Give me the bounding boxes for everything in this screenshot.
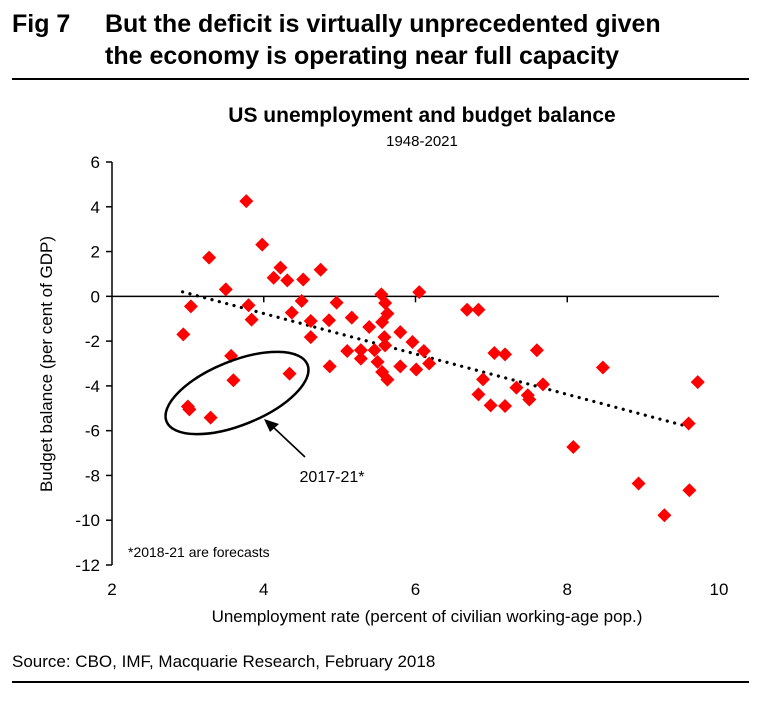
y-tick-label: 2 xyxy=(91,243,100,262)
data-point xyxy=(370,354,385,369)
data-point xyxy=(282,366,297,381)
data-point xyxy=(367,343,382,358)
data-point xyxy=(412,285,427,300)
data-point xyxy=(405,335,420,350)
data-point xyxy=(529,343,544,358)
y-tick-label: -8 xyxy=(85,466,100,485)
header-divider xyxy=(12,78,749,80)
y-tick-label: -4 xyxy=(85,377,100,396)
data-point xyxy=(498,347,513,362)
data-point xyxy=(303,330,318,345)
data-point xyxy=(340,343,355,358)
data-point xyxy=(322,313,337,328)
data-point xyxy=(416,343,431,358)
data-point xyxy=(273,260,288,275)
data-point xyxy=(353,343,368,358)
data-point xyxy=(329,295,344,310)
data-point xyxy=(460,302,475,317)
data-point xyxy=(377,330,392,345)
data-point xyxy=(535,377,550,392)
data-point xyxy=(362,320,377,335)
source-note: Source: CBO, IMF, Macquarie Research, Fe… xyxy=(12,652,436,671)
data-point xyxy=(296,272,311,287)
trendline-path xyxy=(180,290,695,430)
y-axis-label: Budget balance (per cent of GDP) xyxy=(37,236,56,492)
data-point xyxy=(393,359,408,374)
data-point xyxy=(378,338,393,353)
highlight-label: 2017-21* xyxy=(300,469,365,486)
x-tick-label: 2 xyxy=(107,580,116,599)
data-point xyxy=(409,362,424,377)
data-point xyxy=(303,313,318,328)
data-point xyxy=(690,375,705,390)
data-point xyxy=(344,310,359,325)
figure-title-line2: the economy is operating near full capac… xyxy=(105,42,620,70)
x-tick-label: 6 xyxy=(411,580,420,599)
data-point xyxy=(483,398,498,413)
data-point xyxy=(353,351,368,366)
x-tick-label: 10 xyxy=(710,580,729,599)
y-tick-label: -6 xyxy=(85,422,100,441)
annotation-arrow-shaft xyxy=(271,425,306,458)
data-point xyxy=(393,325,408,340)
data-point xyxy=(522,392,537,407)
data-point xyxy=(498,399,513,414)
footer-divider xyxy=(12,681,749,683)
data-point xyxy=(313,262,328,277)
data-point xyxy=(183,299,198,314)
data-point xyxy=(657,508,672,523)
data-point xyxy=(322,359,337,374)
x-tick-label: 4 xyxy=(259,580,268,599)
figure-number: Fig 7 xyxy=(12,10,71,38)
data-point xyxy=(294,294,309,309)
data-point xyxy=(226,373,241,388)
data-point xyxy=(284,305,299,320)
data-point xyxy=(595,360,610,375)
data-point xyxy=(176,327,191,342)
figure-title-line1: But the deficit is virtually unprecedent… xyxy=(105,10,661,38)
data-point xyxy=(266,270,281,285)
data-point xyxy=(203,410,218,425)
data-point xyxy=(509,380,524,395)
data-point xyxy=(476,372,491,387)
data-point xyxy=(280,273,295,288)
chart-subtitle: 1948-2021 xyxy=(386,133,458,150)
trendline xyxy=(180,290,695,430)
data-point xyxy=(380,372,395,387)
data-point xyxy=(202,250,217,265)
footnote: *2018-21 are forecasts xyxy=(128,544,270,560)
scatter-chart: US unemployment and budget balance 1948-… xyxy=(37,104,728,626)
data-points xyxy=(176,194,705,523)
data-point xyxy=(375,315,390,330)
data-point xyxy=(471,387,486,402)
figure-title: But the deficit is virtually unprecedent… xyxy=(105,8,745,72)
data-point xyxy=(682,483,697,498)
data-point xyxy=(182,402,197,417)
data-point xyxy=(255,237,270,252)
y-tick-label: -2 xyxy=(85,332,100,351)
y-tick-label: 6 xyxy=(91,153,100,172)
data-point xyxy=(241,298,256,313)
annotation-arrow-head xyxy=(264,419,279,432)
y-tick-label: -12 xyxy=(75,556,100,575)
x-axis-label: Unemployment rate (percent of civilian w… xyxy=(212,607,643,626)
x-tick-label: 8 xyxy=(563,580,572,599)
chart-title: US unemployment and budget balance xyxy=(228,104,615,127)
y-tick-label: -10 xyxy=(75,511,100,530)
highlight-ellipse xyxy=(164,350,310,436)
y-tick-label: 4 xyxy=(91,198,100,217)
y-tick-label: 0 xyxy=(91,287,100,306)
data-point xyxy=(244,312,259,327)
axes: 6 4 2 0 -2 -4 -6 -8 -10 -12 2 4 6 8 10 xyxy=(75,153,728,599)
data-point xyxy=(471,302,486,317)
data-point xyxy=(239,194,254,209)
data-point xyxy=(218,282,233,297)
data-point xyxy=(566,440,581,455)
data-point xyxy=(422,356,437,371)
data-point xyxy=(378,296,393,311)
data-point xyxy=(681,416,696,431)
data-point xyxy=(487,345,502,360)
data-point xyxy=(631,476,646,491)
